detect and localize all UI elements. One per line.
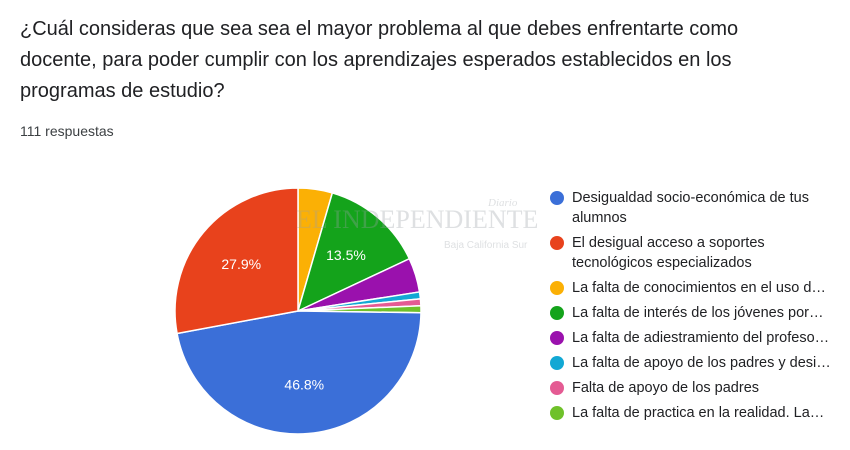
legend-label: La falta de practica en la realidad. La… — [572, 405, 825, 421]
question-title: ¿Cuál consideras que sea sea el mayor pr… — [20, 18, 739, 102]
legend-color-icon — [550, 406, 564, 420]
watermark: Diario EL INDEPENDIENTE Baja California … — [296, 197, 538, 251]
legend-color-icon — [550, 306, 564, 320]
legend-item-3[interactable]: La falta de conocimientos en el uso d… — [550, 278, 840, 298]
response-count: 111 respuestas — [20, 123, 114, 139]
legend-color-icon — [550, 356, 564, 370]
legend-item-8[interactable]: La falta de practica en la realidad. La… — [550, 403, 840, 423]
pie-label-4: 13.5% — [326, 247, 366, 263]
legend-color-icon — [550, 191, 564, 205]
pie-labels: 13.5% 46.8% 27.9% — [221, 247, 365, 393]
legend: Desigualdad socio-económica de tus alumn… — [550, 188, 840, 428]
legend-item-7[interactable]: Falta de apoyo de los padres — [550, 378, 840, 398]
legend-item-5[interactable]: La falta de adiestramiento del profeso… — [550, 328, 840, 348]
pie-slices — [174, 187, 422, 435]
pie-slice-1[interactable] — [176, 310, 422, 435]
legend-label: Falta de apoyo de los padres — [572, 380, 760, 396]
legend-label: La falta de conocimientos en el uso d… — [572, 280, 826, 296]
legend-item-2[interactable]: El desigual acceso a soportes tecnológic… — [550, 233, 840, 273]
legend-item-4[interactable]: La falta de interés de los jóvenes por… — [550, 303, 840, 323]
pie-slice-4[interactable] — [296, 191, 411, 313]
watermark-region: Baja California Sur — [444, 240, 528, 251]
legend-label: La falta de interés de los jóvenes por… — [572, 305, 824, 321]
legend-label: El desigual acceso a soportes tecnológic… — [572, 235, 765, 271]
legend-label: La falta de apoyo de los padres y desi… — [572, 355, 831, 371]
pie-label-1: 46.8% — [284, 377, 324, 393]
legend-item-6[interactable]: La falta de apoyo de los padres y desi… — [550, 353, 840, 373]
pie-label-2: 27.9% — [221, 256, 261, 272]
legend-item-1[interactable]: Desigualdad socio-económica de tus alumn… — [550, 188, 840, 228]
watermark-diario: Diario — [487, 197, 518, 209]
legend-label: La falta de adiestramiento del profeso… — [572, 330, 830, 346]
legend-label: Desigualdad socio-económica de tus alumn… — [572, 190, 809, 226]
watermark-name: EL INDEPENDIENTE — [296, 205, 538, 234]
legend-color-icon — [550, 331, 564, 345]
pie-slice-2[interactable] — [174, 187, 299, 335]
legend-color-icon — [550, 381, 564, 395]
legend-color-icon — [550, 236, 564, 250]
legend-color-icon — [550, 281, 564, 295]
